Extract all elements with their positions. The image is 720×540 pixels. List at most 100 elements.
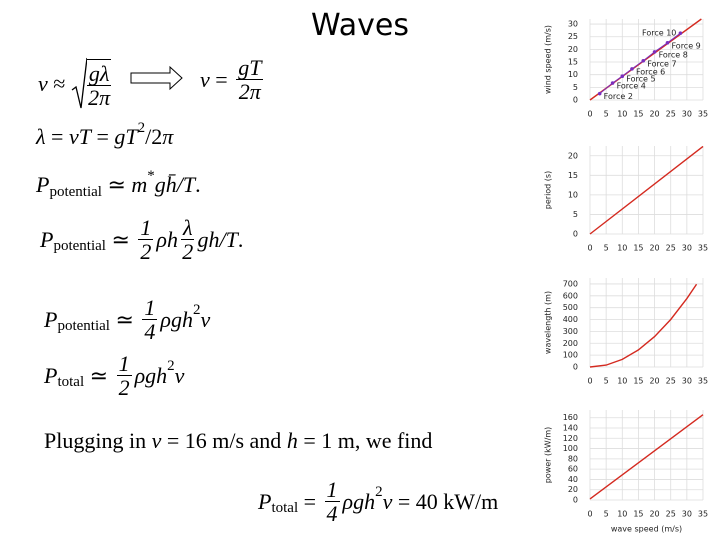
x-tick-label: 30: [682, 244, 692, 253]
x-tick-label: 0: [587, 377, 592, 386]
x-tick-label: 35: [698, 377, 708, 386]
x-tick-label: 35: [698, 510, 708, 519]
x-tick-label: 10: [617, 510, 627, 519]
data-line: [589, 283, 698, 368]
force-point: [630, 67, 634, 71]
force-label: Force 2: [604, 92, 633, 101]
math-symbol: v: [200, 66, 210, 92]
math-text: = 1 m, we find: [297, 428, 433, 453]
y-tick-label: 15: [568, 58, 578, 67]
subscript: potential: [49, 183, 102, 200]
math-symbol: m: [131, 172, 148, 197]
x-tick-label: 15: [633, 244, 643, 253]
data-line: [589, 145, 704, 235]
force-point: [641, 58, 646, 63]
x-tick-label: 35: [698, 244, 708, 253]
slide-title: Waves: [311, 8, 409, 43]
subscript: total: [57, 374, 85, 391]
y-axis-label: power (kW/m): [544, 427, 553, 484]
math-symbol: ρgh: [342, 488, 376, 514]
math-text: = 16 m/s and: [161, 428, 287, 453]
x-tick-label: 25: [666, 244, 676, 253]
numerator: 1: [116, 351, 132, 377]
y-tick-label: 300: [563, 327, 578, 336]
force-point: [678, 31, 683, 35]
math-symbol: P: [36, 172, 50, 197]
data-line: [589, 414, 704, 500]
x-tick-label: 30: [682, 110, 692, 119]
force-label: Force 10: [642, 29, 676, 38]
y-axis-label: period (s): [544, 171, 553, 209]
x-tick-label: 10: [617, 377, 627, 386]
x-tick-label: 20: [649, 110, 659, 119]
x-tick-label: 5: [604, 110, 609, 119]
superscript: 2: [375, 484, 383, 501]
fraction: gλ 2π: [86, 58, 112, 110]
square-root: gλ 2π: [71, 56, 112, 112]
points-line: [599, 32, 681, 95]
x-tick-label: 15: [633, 110, 643, 119]
math-text: ≃: [105, 226, 136, 252]
force-label: Force 5: [626, 75, 655, 84]
math-symbol: v: [200, 306, 211, 332]
subscript: total: [271, 500, 299, 517]
x-tick-label: 20: [649, 510, 659, 519]
y-tick-label: 5: [573, 210, 578, 219]
x-tick-label: 25: [666, 110, 676, 119]
y-axis-label: wavelength (m): [544, 291, 553, 354]
x-tick-label: 0: [587, 510, 592, 519]
subscript: potential: [53, 238, 106, 255]
equation: Plugging in v = 16 m/s and h = 1 m, we f…: [44, 428, 432, 454]
force-point: [665, 40, 670, 45]
force-point: [652, 50, 657, 54]
math-symbol: vT: [68, 124, 91, 149]
force-label: Force 7: [647, 59, 676, 68]
force-point: [597, 91, 602, 96]
math-symbol: ρh: [156, 226, 178, 252]
math-symbol: gh̄/T: [154, 172, 196, 197]
force-label: Force 8: [659, 50, 688, 59]
math-text: ≃: [109, 306, 140, 332]
denominator: 2: [182, 239, 194, 265]
superscript: 2: [192, 302, 201, 319]
x-tick-label: 0: [587, 244, 592, 253]
denominator: 2: [140, 239, 152, 265]
y-tick-label: 0: [573, 230, 578, 239]
math-symbol: P: [258, 488, 272, 514]
y-tick-label: 15: [568, 171, 578, 180]
math-symbol: v: [382, 488, 393, 514]
x-tick-label: 30: [682, 377, 692, 386]
math-text: .: [195, 172, 201, 197]
denominator: 2π: [238, 79, 261, 105]
x-tick-label: 10: [617, 244, 627, 253]
math-symbol: gT: [114, 124, 138, 149]
force-point: [610, 81, 615, 85]
denominator: 2π: [88, 85, 111, 110]
denominator: 2: [118, 375, 130, 401]
subscript: potential: [57, 318, 110, 335]
y-tick-label: 0: [573, 496, 578, 505]
y-tick-label: 200: [563, 339, 578, 348]
math-text: .: [237, 226, 244, 252]
x-tick-label: 20: [649, 244, 659, 253]
x-tick-label: 5: [604, 377, 609, 386]
x-tick-label: 0: [587, 110, 592, 119]
equation: v = gT 2π: [200, 56, 266, 103]
y-tick-label: 0: [573, 96, 578, 105]
y-tick-label: 700: [563, 279, 578, 288]
math-symbol: P: [44, 362, 58, 388]
math-text: =: [298, 488, 322, 514]
numerator: gλ: [86, 60, 112, 86]
math-symbol: P: [44, 306, 58, 332]
y-tick-label: 5: [573, 83, 578, 92]
radical-stroke: [71, 57, 87, 109]
y-tick-label: 20: [568, 485, 578, 494]
x-axis-label: wave speed (m/s): [611, 525, 682, 534]
math-text: ≃: [101, 172, 132, 197]
